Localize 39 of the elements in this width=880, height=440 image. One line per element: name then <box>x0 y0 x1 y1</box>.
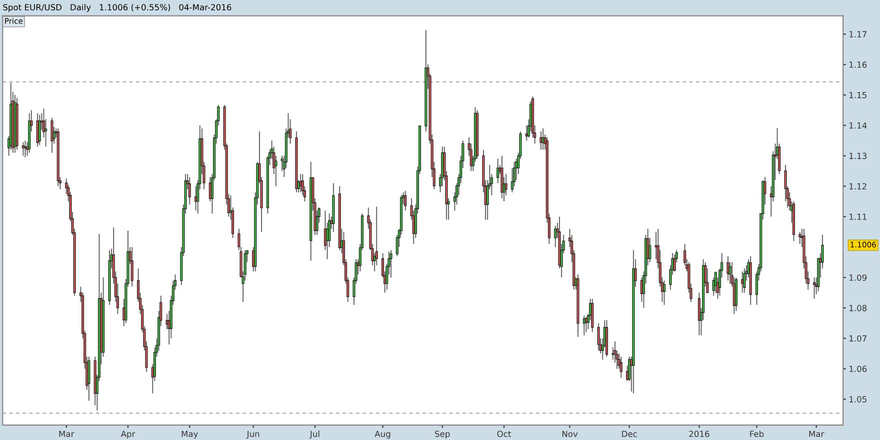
y-tick-label: 1.05 <box>850 396 866 402</box>
x-tick-label: Mar <box>809 430 824 438</box>
x-tick-label: Feb <box>750 430 764 438</box>
candlestick <box>673 254 676 272</box>
y-tick-label: 1.17 <box>850 31 866 38</box>
x-tick-label: Oct <box>497 430 512 438</box>
candlestick <box>743 268 746 294</box>
candlestick <box>38 114 41 146</box>
y-tick-label: 1.07 <box>850 335 866 342</box>
x-tick-label: Jul <box>310 430 320 439</box>
candlestick <box>663 280 666 306</box>
candlestick <box>188 176 191 205</box>
x-tick-label: Aug <box>374 430 390 439</box>
candlestick <box>130 246 134 288</box>
y-tick-label: 1.16 <box>850 62 867 68</box>
x-tick-label: Apr <box>120 430 136 439</box>
candlestick <box>726 256 730 282</box>
y-tick-label: 1.09 <box>850 274 867 281</box>
y-tick-label: 1.15 <box>850 92 866 98</box>
y-tick-label: 1.14 <box>850 122 867 129</box>
x-tick-label: 2016 <box>689 430 710 438</box>
x-tick-label: Nov <box>562 430 578 438</box>
candlestick <box>540 130 542 150</box>
candlestick <box>390 250 392 278</box>
y-tick-label: 1.13 <box>850 152 866 160</box>
candlestick <box>620 356 622 378</box>
chart-title: Spot EUR/USD Daily 1.1006 (+0.55%) 04-Mar-2016 <box>3 4 232 12</box>
candlestick <box>582 315 586 336</box>
y-tick-label: 1.06 <box>850 366 867 372</box>
candlestick <box>50 117 54 154</box>
y-tick-label: 1.11 <box>850 214 866 220</box>
candlestick <box>597 322 600 351</box>
x-tick-label: Jun <box>246 430 260 439</box>
x-tick-label: Dec <box>622 430 637 438</box>
y-tick-label: 1.08 <box>850 304 867 312</box>
x-tick-label: May <box>182 430 198 439</box>
x-tick-label: Sep <box>435 430 450 439</box>
x-tick-label: Mar <box>59 430 74 438</box>
y-tick-label: 1.12 <box>850 183 866 190</box>
